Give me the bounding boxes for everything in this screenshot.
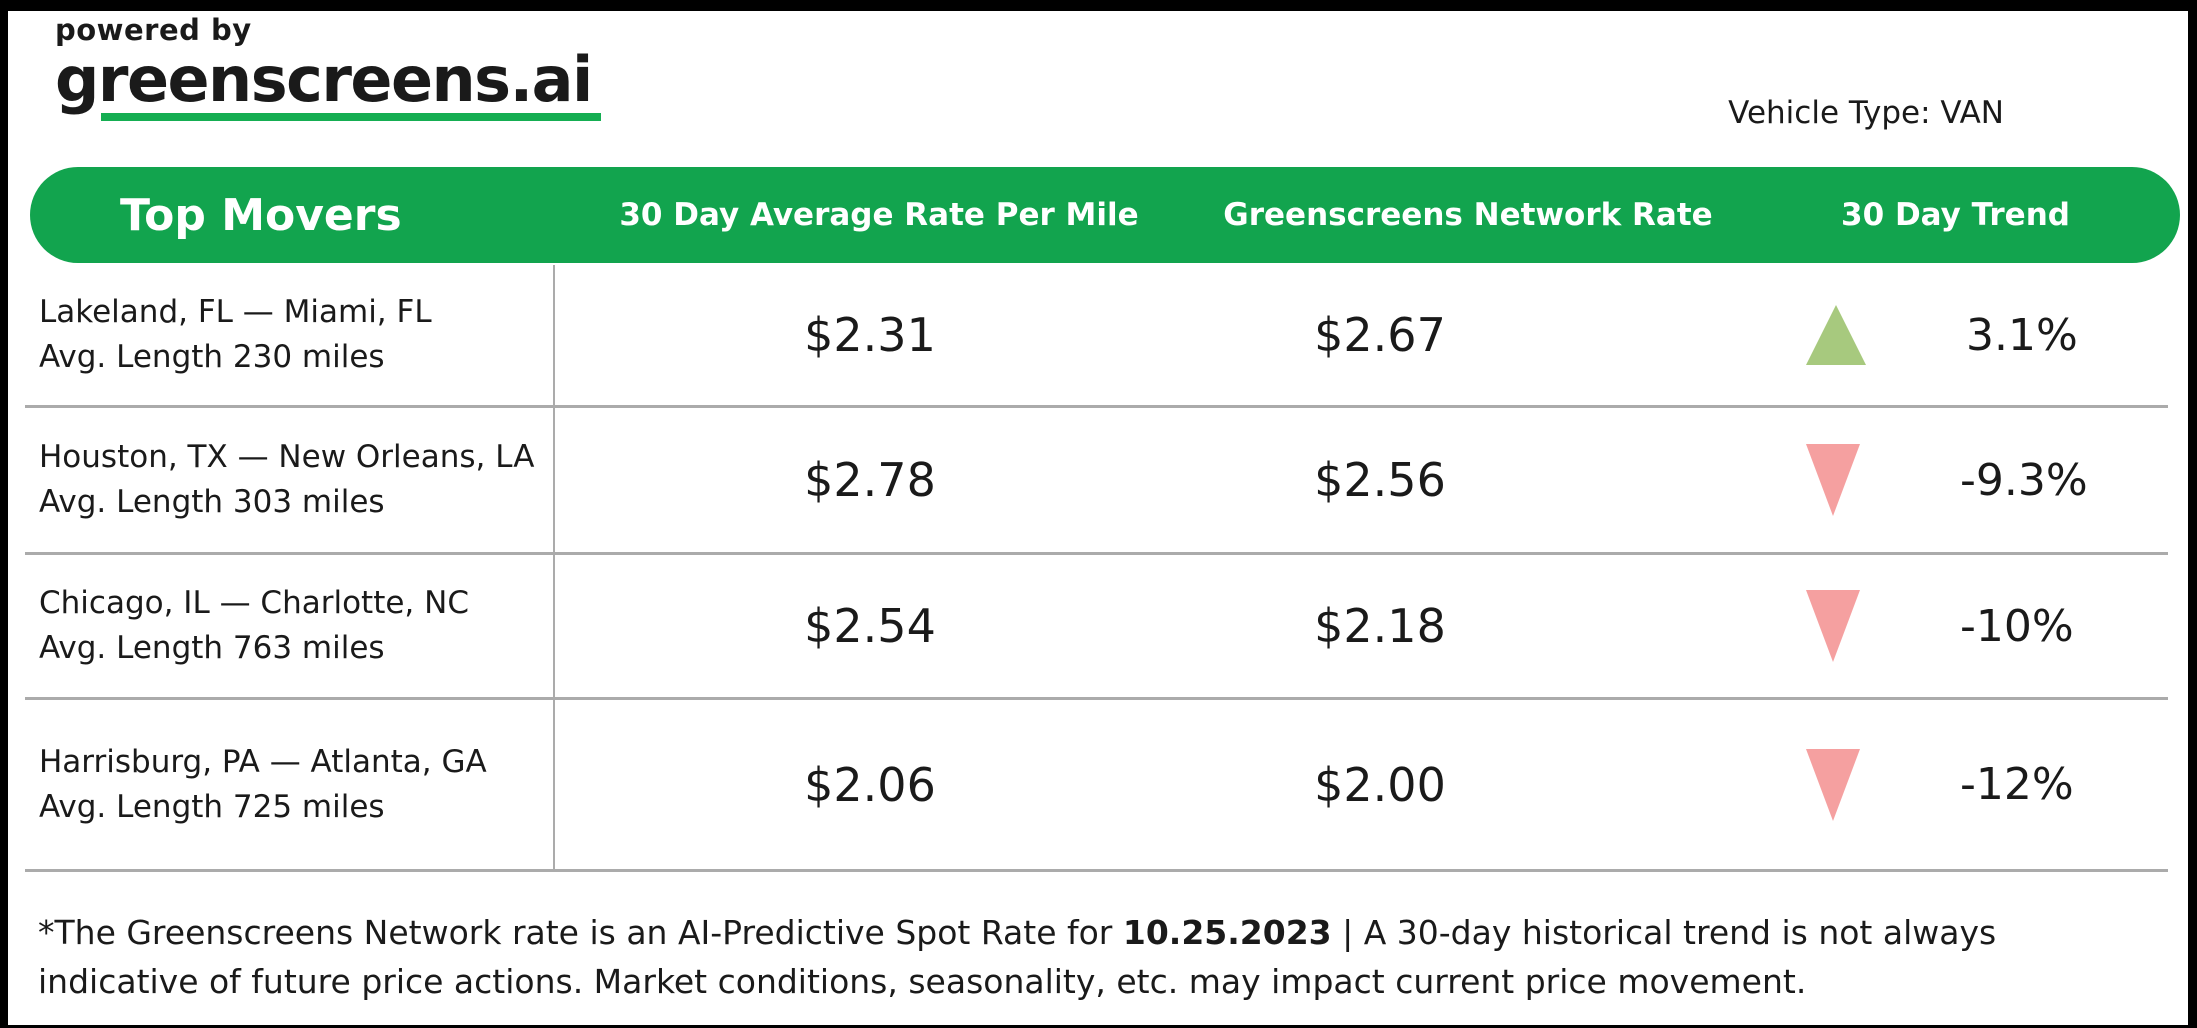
column-divider: [553, 265, 555, 872]
column-header-network-rate: Greenscreens Network Rate: [1223, 197, 1713, 233]
lane-cell: Lakeland, FL — Miami, FL Avg. Length 230…: [25, 290, 553, 380]
trend-cell: 3.1%: [1573, 305, 2168, 365]
table-title: Top Movers: [120, 189, 402, 241]
lane-cell: Chicago, IL — Charlotte, NC Avg. Length …: [25, 581, 553, 671]
trend-down-icon: [1806, 590, 1860, 662]
avg-rate-value: $2.78: [804, 453, 936, 507]
footnote-part2: | A 30-day historical trend is not alway…: [38, 913, 1997, 1001]
table-row: Lakeland, FL — Miami, FL Avg. Length 230…: [25, 265, 2168, 408]
lane-cell: Houston, TX — New Orleans, LA Avg. Lengt…: [25, 435, 553, 525]
trend-percent: -10%: [1960, 600, 2074, 652]
network-rate-value: $2.00: [1314, 757, 1446, 812]
table-row: Harrisburg, PA — Atlanta, GA Avg. Length…: [25, 700, 2168, 872]
trend-cell: -9.3%: [1573, 444, 2168, 516]
vehicle-type-label: Vehicle Type: VAN: [1728, 95, 2004, 131]
lane-name: Harrisburg, PA — Atlanta, GA: [39, 743, 487, 780]
lane-length: Avg. Length 725 miles: [39, 788, 385, 825]
logo-underline: [101, 113, 601, 121]
avg-rate-value: $2.06: [804, 757, 936, 812]
greenscreens-logo: powered by greenscreens.ai: [55, 13, 601, 121]
trend-cell: -10%: [1573, 590, 2168, 662]
table-row: Chicago, IL — Charlotte, NC Avg. Length …: [25, 555, 2168, 700]
lane-length: Avg. Length 303 miles: [39, 484, 385, 520]
network-rate-value: $2.56: [1314, 453, 1446, 507]
trend-cell: -12%: [1573, 748, 2168, 821]
powered-by-label: powered by: [55, 13, 252, 47]
column-header-avg-rate: 30 Day Average Rate Per Mile: [619, 197, 1139, 233]
table-header-bar: Top Movers 30 Day Average Rate Per Mile …: [30, 167, 2180, 263]
trend-percent: -9.3%: [1960, 454, 2088, 506]
footnote: *The Greenscreens Network rate is an AI-…: [38, 909, 2148, 1007]
trend-down-icon: [1806, 748, 1860, 821]
table-row: Houston, TX — New Orleans, LA Avg. Lengt…: [25, 408, 2168, 555]
logo-wordmark: greenscreens.ai: [55, 43, 593, 116]
lane-cell: Harrisburg, PA — Atlanta, GA Avg. Length…: [25, 740, 553, 830]
lane-name: Chicago, IL — Charlotte, NC: [39, 585, 469, 622]
column-header-trend: 30 Day Trend: [1841, 197, 2070, 233]
report-sheet: powered by greenscreens.ai Vehicle Type:…: [8, 11, 2188, 1025]
lane-length: Avg. Length 763 miles: [39, 630, 385, 666]
table-body: Lakeland, FL — Miami, FL Avg. Length 230…: [25, 265, 2168, 872]
footnote-date: 10.25.2023: [1122, 913, 1332, 952]
avg-rate-value: $2.54: [804, 599, 936, 653]
network-rate-value: $2.18: [1314, 599, 1446, 653]
trend-percent: 3.1%: [1966, 309, 2078, 361]
trend-up-icon: [1806, 305, 1866, 365]
footnote-part1: *The Greenscreens Network rate is an AI-…: [38, 913, 1123, 952]
avg-rate-value: $2.31: [804, 308, 936, 362]
lane-name: Lakeland, FL — Miami, FL: [39, 294, 432, 331]
lane-name: Houston, TX — New Orleans, LA: [39, 439, 535, 476]
trend-percent: -12%: [1960, 759, 2074, 810]
network-rate-value: $2.67: [1314, 308, 1446, 362]
trend-down-icon: [1806, 444, 1860, 516]
lane-length: Avg. Length 230 miles: [39, 339, 385, 375]
